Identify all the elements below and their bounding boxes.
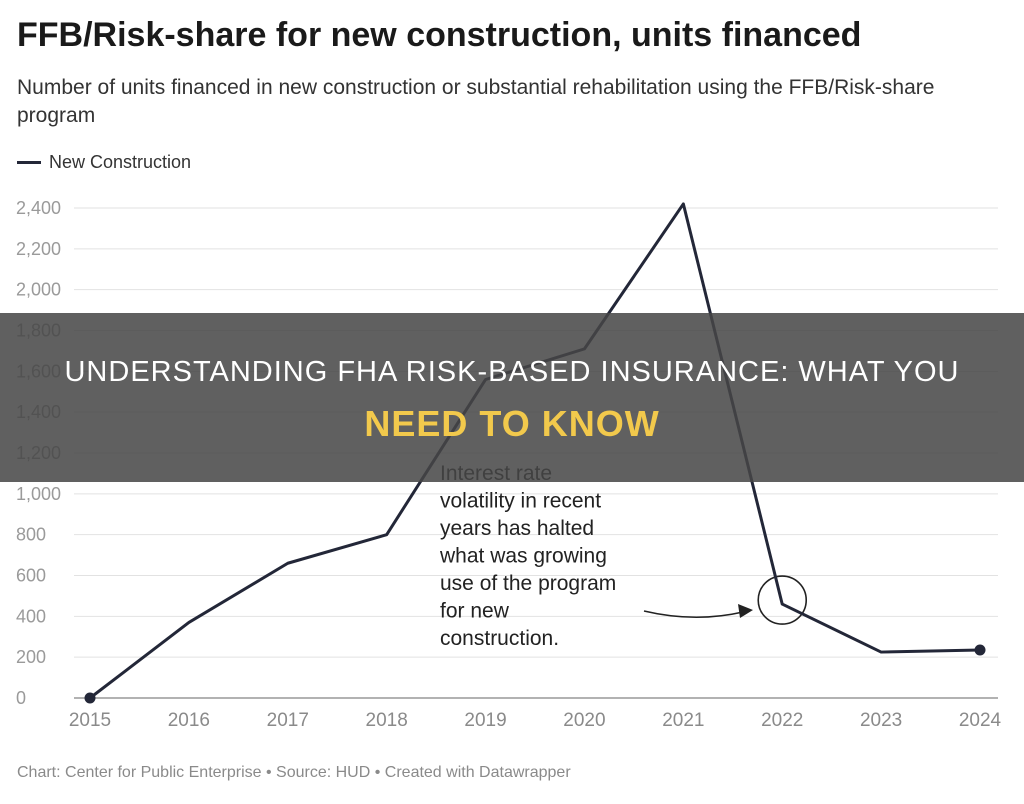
x-tick-label: 2017 [267,710,309,731]
y-tick-label: 0 [16,688,26,708]
annotation-arrow [643,610,744,618]
y-tick-label: 400 [16,606,46,626]
x-axis-ticks: 2015 2016 2017 2018 2019 2020 2021 2022 2023 2024 [69,710,1002,731]
data-point-marker [84,692,96,704]
chart-footer: Chart: Center for Public Enterprise • So… [17,764,571,781]
annotation-arrowhead [738,604,753,618]
x-tick-label: 2024 [959,710,1002,731]
x-tick-label: 2020 [563,710,605,731]
y-tick-label: 200 [16,647,46,667]
annotation-circle [757,575,808,625]
x-tick-label: 2021 [662,710,704,731]
y-tick-label: 800 [16,525,46,545]
title-overlay-banner: UNDERSTANDING FHA RISK-BASED INSURANCE: … [0,313,1024,482]
y-tick-label: 2,200 [16,239,61,259]
chart-subtitle: Number of units financed in new construc… [17,76,935,127]
y-tick-label: 2,000 [16,280,61,300]
x-tick-label: 2016 [168,710,210,731]
legend: New Construction [17,152,191,173]
annotation-text-line: for new [440,600,510,623]
legend-swatch [17,161,41,164]
data-point-marker [974,644,986,656]
overlay-headline: UNDERSTANDING FHA RISK-BASED INSURANCE: … [64,355,960,388]
x-tick-label: 2023 [860,710,902,731]
x-tick-label: 2019 [464,710,506,731]
annotation-text-line: years has halted [440,517,594,540]
x-tick-label: 2018 [366,710,408,731]
annotation-text-line: construction. [440,627,559,650]
x-tick-label: 2015 [69,710,111,731]
overlay-headline-accent: NEED TO KNOW [364,402,660,444]
chart-title: FFB/Risk-share for new construction, uni… [17,16,862,54]
y-tick-label: 600 [16,566,46,586]
legend-label: New Construction [49,152,192,172]
y-tick-label: 2,400 [16,198,61,218]
x-tick-label: 2022 [761,710,803,731]
annotation-text-line: what was growing [439,545,607,568]
y-tick-label: 1,000 [16,484,61,504]
annotation-text-line: volatility in recent [440,490,601,513]
annotation-text-line: use of the program [440,572,616,595]
